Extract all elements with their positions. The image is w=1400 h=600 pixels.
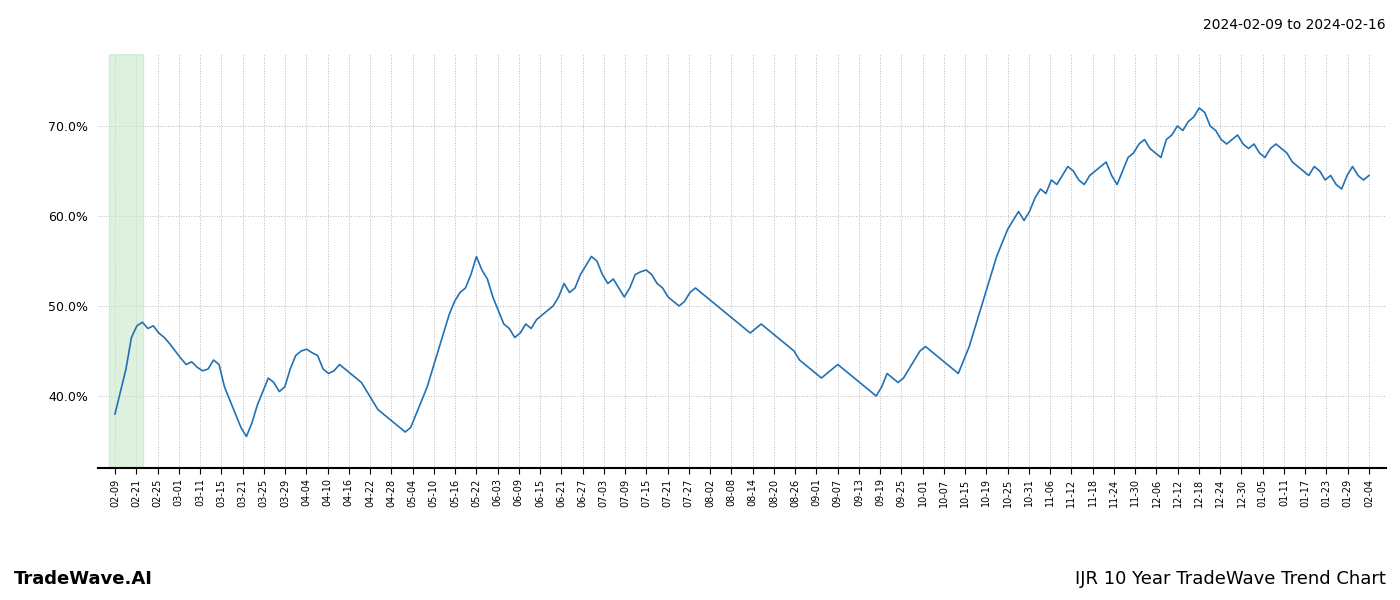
Bar <box>109 54 143 468</box>
Text: TradeWave.AI: TradeWave.AI <box>14 570 153 588</box>
Text: IJR 10 Year TradeWave Trend Chart: IJR 10 Year TradeWave Trend Chart <box>1075 570 1386 588</box>
Text: 2024-02-09 to 2024-02-16: 2024-02-09 to 2024-02-16 <box>1204 18 1386 32</box>
